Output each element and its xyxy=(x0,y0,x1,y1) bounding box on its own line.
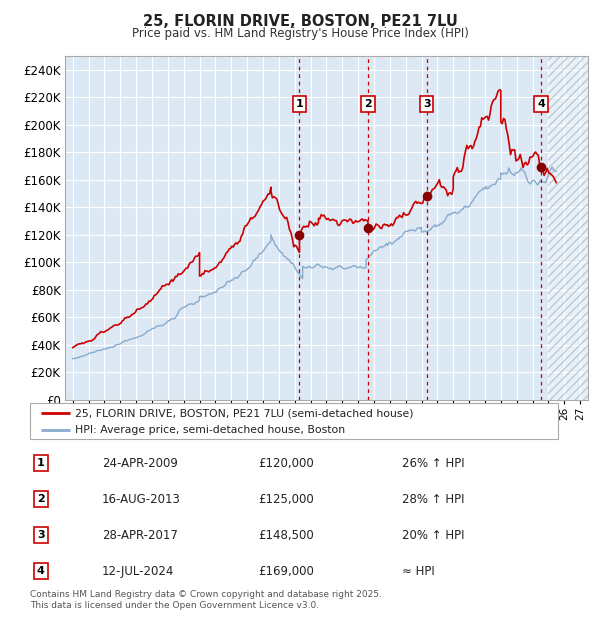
Text: 4: 4 xyxy=(37,566,45,576)
Text: Contains HM Land Registry data © Crown copyright and database right 2025.
This d: Contains HM Land Registry data © Crown c… xyxy=(30,590,382,609)
Text: 2: 2 xyxy=(364,99,372,109)
Text: 28% ↑ HPI: 28% ↑ HPI xyxy=(402,493,464,505)
Text: HPI: Average price, semi-detached house, Boston: HPI: Average price, semi-detached house,… xyxy=(75,425,345,435)
Text: 4: 4 xyxy=(537,99,545,109)
Bar xyxy=(548,56,588,400)
Text: 3: 3 xyxy=(423,99,431,109)
FancyBboxPatch shape xyxy=(30,403,558,439)
Text: £169,000: £169,000 xyxy=(258,565,314,577)
Text: £120,000: £120,000 xyxy=(258,457,314,469)
Text: 3: 3 xyxy=(37,530,44,540)
Text: 1: 1 xyxy=(37,458,44,468)
Text: 25, FLORIN DRIVE, BOSTON, PE21 7LU: 25, FLORIN DRIVE, BOSTON, PE21 7LU xyxy=(143,14,457,29)
Text: 25, FLORIN DRIVE, BOSTON, PE21 7LU (semi-detached house): 25, FLORIN DRIVE, BOSTON, PE21 7LU (semi… xyxy=(75,408,413,418)
Text: 26% ↑ HPI: 26% ↑ HPI xyxy=(402,457,464,469)
Text: 12-JUL-2024: 12-JUL-2024 xyxy=(102,565,175,577)
Text: 2: 2 xyxy=(37,494,44,504)
Text: £148,500: £148,500 xyxy=(258,529,314,541)
Text: 24-APR-2009: 24-APR-2009 xyxy=(102,457,178,469)
Text: 28-APR-2017: 28-APR-2017 xyxy=(102,529,178,541)
Bar xyxy=(548,56,588,400)
Text: 16-AUG-2013: 16-AUG-2013 xyxy=(102,493,181,505)
Text: Price paid vs. HM Land Registry's House Price Index (HPI): Price paid vs. HM Land Registry's House … xyxy=(131,27,469,40)
Text: ≈ HPI: ≈ HPI xyxy=(402,565,435,577)
Text: £125,000: £125,000 xyxy=(258,493,314,505)
Text: 1: 1 xyxy=(296,99,304,109)
Text: 20% ↑ HPI: 20% ↑ HPI xyxy=(402,529,464,541)
